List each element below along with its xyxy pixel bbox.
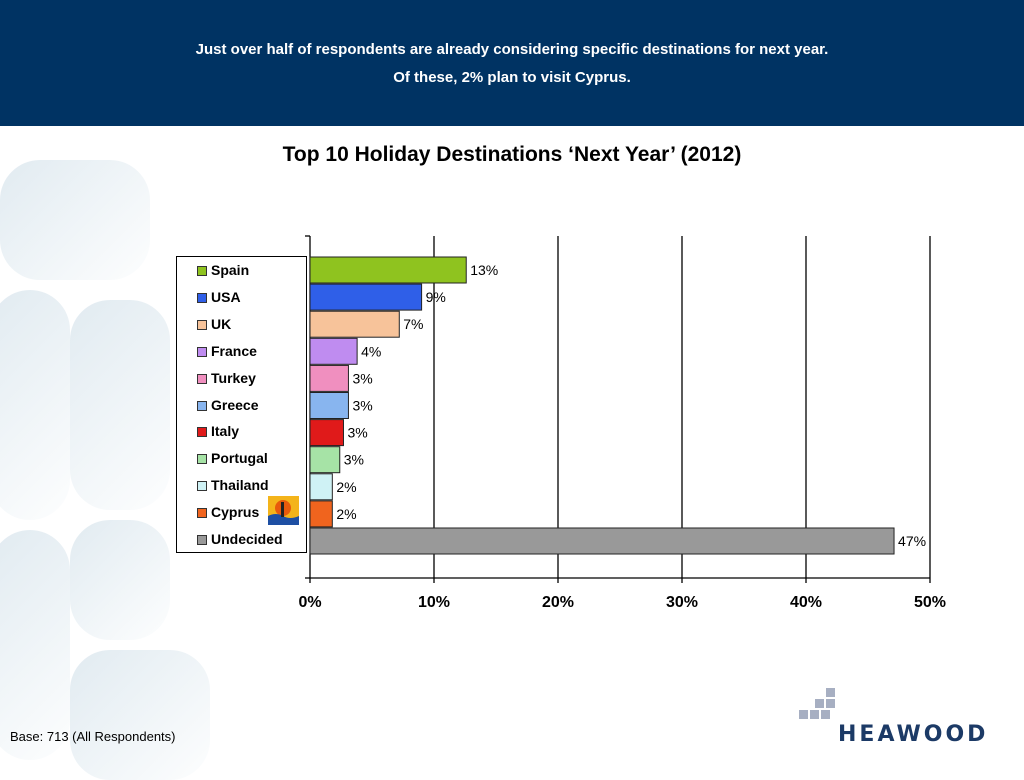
data-label: 3% bbox=[347, 425, 367, 441]
data-label: 3% bbox=[352, 398, 372, 414]
bar-usa bbox=[309, 283, 423, 311]
legend-swatch bbox=[197, 373, 207, 384]
legend-item: Portugal bbox=[211, 450, 268, 467]
background-tile bbox=[70, 650, 210, 780]
legend-item: Turkey bbox=[211, 369, 256, 386]
chart-legend: Spain USA UK France Turkey Greece Italy Portuga… bbox=[176, 256, 307, 553]
legend-item: France bbox=[211, 342, 257, 359]
bar-turkey bbox=[309, 364, 349, 392]
data-label: 13% bbox=[470, 262, 498, 278]
legend-item: Italy bbox=[211, 423, 240, 440]
bar-greece bbox=[309, 392, 349, 419]
data-label: 3% bbox=[344, 452, 364, 468]
legend-swatch bbox=[197, 292, 207, 303]
legend-swatch bbox=[197, 319, 207, 330]
base-note: Base: 713 (All Respondents) bbox=[10, 729, 176, 744]
background-tile bbox=[70, 520, 170, 640]
x-tick-label: 50% bbox=[914, 594, 946, 611]
background-tile bbox=[0, 160, 150, 280]
heawood-logo: HEAWOOD bbox=[796, 686, 996, 756]
bar-italy bbox=[309, 419, 344, 447]
legend-swatch bbox=[197, 427, 207, 438]
bar-portugal bbox=[309, 446, 341, 474]
data-label: 3% bbox=[352, 370, 372, 386]
legend-item: USA bbox=[211, 288, 241, 305]
chart-title: Top 10 Holiday Destinations ‘Next Year’ … bbox=[282, 143, 742, 166]
x-tick-label: 10% bbox=[418, 594, 450, 611]
legend-swatch bbox=[197, 266, 207, 276]
legend-item: Greece bbox=[211, 396, 259, 413]
data-label: 9% bbox=[426, 289, 446, 305]
bar-uk bbox=[309, 310, 400, 338]
x-tick-label: 20% bbox=[542, 594, 574, 611]
bar-france bbox=[309, 337, 358, 365]
logo-text: HEAWOOD bbox=[838, 722, 989, 747]
background-tile bbox=[70, 300, 170, 510]
legend-item: UK bbox=[211, 315, 232, 332]
bar-cyprus bbox=[309, 500, 333, 528]
legend-item: Cyprus bbox=[211, 504, 260, 521]
data-label: 47% bbox=[898, 533, 926, 549]
cyprus-icon bbox=[268, 496, 299, 525]
header-line-1: Just over half of respondents are alread… bbox=[195, 41, 829, 58]
legend-item: Thailand bbox=[211, 477, 269, 494]
legend-swatch bbox=[197, 400, 207, 411]
legend-swatch bbox=[197, 481, 207, 492]
background-tile bbox=[0, 530, 70, 760]
bar-spain bbox=[309, 256, 467, 284]
legend-swatch bbox=[197, 535, 207, 545]
data-label: 7% bbox=[403, 316, 423, 332]
background-tile bbox=[0, 290, 70, 520]
data-label: 2% bbox=[336, 506, 356, 522]
x-tick-label: 40% bbox=[790, 594, 822, 611]
legend-item: Undecided bbox=[211, 531, 283, 547]
data-label: 4% bbox=[361, 343, 381, 359]
header-line-2: Of these, 2% plan to visit Cyprus. bbox=[393, 69, 631, 86]
x-tick-label: 30% bbox=[666, 594, 698, 611]
data-label: 2% bbox=[336, 479, 356, 495]
legend-swatch bbox=[197, 346, 207, 357]
header-banner: Just over half of respondents are alread… bbox=[0, 0, 1024, 126]
x-tick-label: 0% bbox=[298, 594, 321, 611]
legend-swatch bbox=[197, 454, 207, 465]
bar-undecided bbox=[309, 527, 895, 555]
legend-swatch bbox=[197, 508, 207, 519]
bar-thailand bbox=[309, 473, 333, 501]
legend-item: Spain bbox=[211, 262, 250, 278]
